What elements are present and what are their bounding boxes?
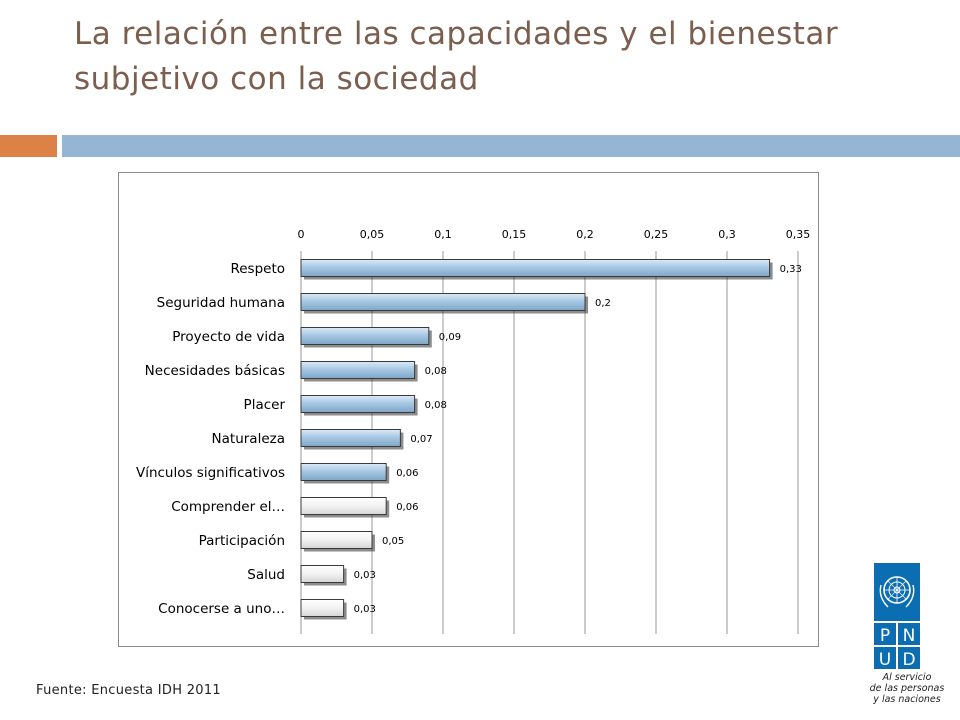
category-label: Participación [199, 533, 285, 549]
source-note: Fuente: Encuesta IDH 2011 [36, 683, 221, 698]
data-label: 0,09 [439, 332, 461, 343]
tick-label: 0,15 [502, 228, 527, 241]
data-label: 0,2 [595, 298, 611, 309]
tick-label: 0,1 [434, 228, 452, 241]
pnud-logo-graphic: P N U D [874, 563, 920, 670]
bar [300, 259, 771, 277]
bar-chart: 0 0,05 0,1 0,15 0,2 0,25 0,3 0,35 Respeto Seguri… [136, 228, 811, 634]
tick-label: 0,2 [576, 228, 594, 241]
bar [300, 327, 430, 345]
category-label: Conocerse a uno… [158, 601, 285, 617]
data-label: 0,33 [780, 264, 802, 275]
bar [300, 361, 416, 379]
data-label: 0,05 [382, 536, 404, 547]
tick-label: 0,05 [360, 228, 385, 241]
logo-letter-p: P [880, 626, 890, 646]
tick-label: 0,25 [644, 228, 669, 241]
data-label: 0,06 [396, 468, 418, 479]
bar [300, 497, 387, 515]
logo-tagline-line: Al servicio [882, 672, 932, 683]
category-label: Placer [244, 397, 286, 413]
category-label: Proyecto de vida [172, 329, 285, 345]
tick-label: 0,35 [786, 228, 811, 241]
bar [300, 293, 586, 311]
data-label: 0,06 [396, 502, 418, 513]
data-label: 0,08 [425, 366, 447, 377]
accent-bar-orange [0, 135, 57, 157]
tick-label: 0,3 [718, 228, 736, 241]
pnud-logo: P N U D Al servicio de las personas y la… [864, 563, 950, 705]
data-label: 0,03 [354, 570, 376, 581]
chart-frame [118, 172, 819, 647]
logo-letter-n: N [903, 626, 916, 646]
category-label: Naturaleza [212, 431, 285, 447]
tick-label: 0 [298, 228, 305, 241]
logo-letter-u: U [879, 650, 891, 670]
bar [300, 395, 416, 413]
un-emblem-icon [879, 576, 915, 608]
bar [300, 565, 345, 583]
category-label: Vínculos significativos [136, 465, 285, 481]
data-label: 0,03 [354, 604, 376, 615]
category-label: Seguridad humana [157, 295, 285, 311]
category-label: Necesidades básicas [145, 363, 285, 379]
logo-tagline: Al servicio de las personas y las nacion… [864, 672, 950, 705]
logo-letter-d: D [902, 650, 915, 670]
bar [300, 429, 401, 447]
slide-title: La relación entre las capacidades y el b… [74, 16, 839, 97]
accent-bar-blue [62, 135, 960, 157]
logo-tagline-line: de las personas [869, 683, 945, 694]
bar [300, 463, 387, 481]
category-label: Salud [247, 567, 285, 583]
category-label: Comprender el… [171, 499, 285, 515]
bar [300, 599, 345, 617]
logo-tagline-line: y las naciones [873, 694, 941, 705]
category-label: Respeto [230, 261, 285, 277]
data-label: 0,07 [410, 434, 432, 445]
data-label: 0,08 [425, 400, 447, 411]
bar [300, 531, 373, 549]
